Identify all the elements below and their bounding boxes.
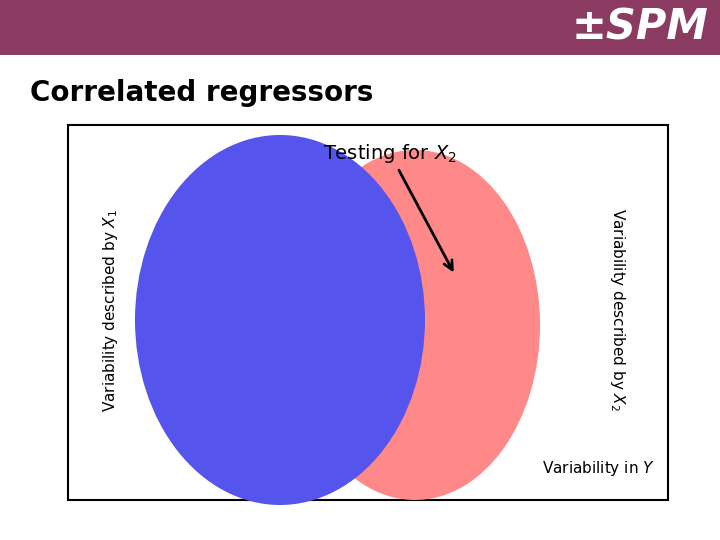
Text: Testing for $X_2$: Testing for $X_2$ [323,142,457,270]
Text: Variability in $Y$: Variability in $Y$ [542,459,655,478]
Text: ±SPM: ±SPM [571,6,708,49]
Bar [0,0,720,55]
Ellipse shape [290,150,540,500]
Ellipse shape [135,135,425,505]
Bar [68,125,668,500]
Text: Correlated regressors: Correlated regressors [30,79,374,107]
Text: Variability described by $X_2$: Variability described by $X_2$ [608,208,628,411]
Text: Variability described by $X_1$: Variability described by $X_1$ [101,208,120,411]
